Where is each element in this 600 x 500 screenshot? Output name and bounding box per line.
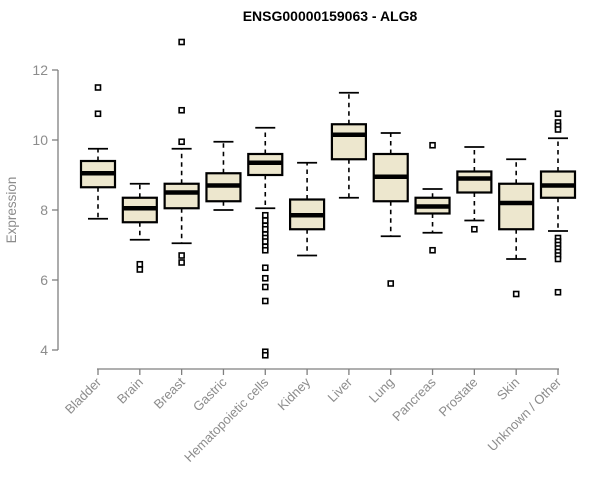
x-tick-label: Pancreas	[389, 374, 439, 424]
outlier-point	[261, 211, 269, 219]
outlier-point	[512, 290, 520, 298]
outlier-point	[554, 126, 562, 133]
outlier-point	[261, 274, 269, 282]
outlier-point	[261, 297, 269, 305]
box-breast	[163, 38, 200, 266]
outlier-point	[471, 225, 478, 233]
y-tick-label: 12	[32, 62, 48, 78]
box-hematopoietic-cells	[247, 126, 284, 359]
x-tick-label: Brain	[114, 375, 146, 407]
outlier-point	[178, 259, 185, 266]
box-brain	[121, 182, 158, 273]
outlier-point	[261, 283, 269, 291]
outlier-point	[554, 255, 562, 263]
box-unknown-other	[539, 110, 577, 296]
outlier-point	[178, 138, 185, 146]
box-bladder	[79, 84, 117, 220]
box-lung	[372, 132, 409, 287]
x-tick-label: Prostate	[436, 375, 481, 420]
y-tick-label: 4	[40, 342, 48, 358]
box-skin	[498, 158, 535, 298]
box-gastric	[205, 140, 242, 211]
boxes-group	[79, 38, 577, 359]
iqr-box	[498, 182, 535, 231]
x-tick-label: Kidney	[274, 374, 313, 413]
outlier-point	[429, 246, 436, 254]
outlier-point	[261, 238, 269, 245]
x-tick-label: Skin	[494, 375, 522, 403]
outlier-point	[136, 260, 144, 268]
outlier-point	[136, 266, 144, 273]
outlier-point	[261, 264, 269, 272]
x-tick-label: Breast	[151, 374, 188, 411]
box-pancreas	[414, 141, 451, 254]
outlier-point	[387, 280, 395, 287]
outlier-point	[261, 351, 269, 359]
y-tick-label: 6	[40, 272, 48, 288]
outlier-point	[178, 38, 185, 46]
outlier-point	[429, 141, 436, 149]
box-prostate	[456, 146, 493, 233]
x-tick-label: Lung	[366, 375, 397, 406]
y-tick-label: 10	[32, 132, 48, 148]
outlier-point	[94, 84, 102, 91]
iqr-box	[456, 170, 493, 194]
iqr-box	[330, 123, 368, 161]
y-axis-label: Expression	[4, 177, 19, 244]
iqr-box	[163, 182, 200, 210]
box-liver	[330, 91, 368, 199]
outlier-point	[554, 110, 562, 118]
x-tick-label: Bladder	[62, 374, 105, 417]
y-tick-label: 8	[40, 202, 48, 218]
x-tick-label: Gastric	[190, 374, 230, 414]
outlier-point	[261, 225, 269, 233]
chart-title: ENSG00000159063 - ALG8	[242, 8, 418, 24]
outlier-point	[178, 106, 185, 114]
x-tick-label: Liver	[324, 374, 355, 405]
outlier-point	[261, 217, 269, 224]
box-kidney	[288, 161, 326, 257]
outlier-point	[178, 252, 185, 259]
x-tick-label: Unknown / Other	[485, 374, 565, 454]
outlier-point	[261, 246, 269, 254]
outlier-point	[94, 110, 102, 118]
outlier-point	[554, 288, 562, 296]
